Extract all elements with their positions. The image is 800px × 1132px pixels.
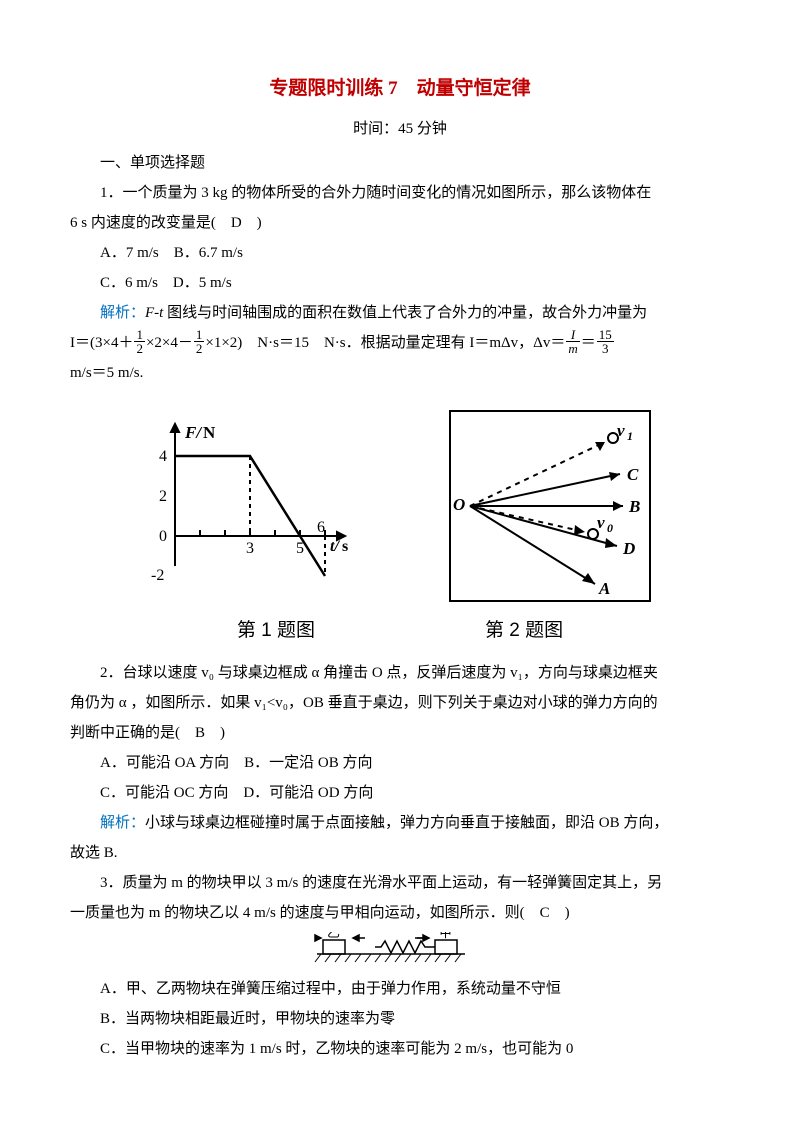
svg-text:t/: t/ — [330, 538, 340, 555]
svg-text:s: s — [342, 538, 348, 555]
svg-text:A: A — [598, 579, 610, 598]
q1-options-ab: A．7 m/s B．6.7 m/s — [70, 238, 730, 268]
svg-text:-2: -2 — [151, 567, 164, 584]
q2-analysis-line1: 解析：小球与球桌边框碰撞时属于点面接触，弹力方向垂直于接触面，即沿 OB 方向， — [70, 808, 730, 838]
q3-line2: 一质量也为 m 的物块乙以 4 m/s 的速度与甲相向运动，如图所示．则( C … — [70, 898, 730, 928]
svg-text:甲: 甲 — [439, 932, 452, 940]
q2-line3: 判断中正确的是( B ) — [70, 718, 730, 748]
svg-text:N: N — [203, 423, 216, 442]
time-label: 时间：45 分钟 — [70, 114, 730, 144]
q1-analysis-line2: I＝(3×4＋12×2×4－12×1×2) N·s＝15 N·s．根据动量定理有… — [70, 328, 730, 358]
q1-analysis-line3: m/s＝5 m/s. — [70, 358, 730, 388]
svg-text:5: 5 — [296, 540, 304, 557]
svg-text:D: D — [622, 539, 635, 558]
q2-line2: 角仍为 α ，如图所示．如果 v₁<v₀，OB 垂直于桌边，则下列关于桌边对小球… — [70, 688, 730, 718]
svg-text:4: 4 — [159, 448, 167, 465]
q2-analysis-line2: 故选 B. — [70, 838, 730, 868]
figure-2: O v1 C B v0 D A — [445, 406, 655, 606]
q1-analysis-text1: 图线与时间轴围成的面积在数值上代表了合外力的冲量，故合外力冲量为 — [163, 305, 647, 321]
svg-text:6: 6 — [317, 519, 325, 536]
q2-line1: 2．台球以速度 v₀ 与球桌边框成 α 角撞击 O 点，反弹后速度为 v₁，方向… — [70, 658, 730, 688]
svg-text:C: C — [627, 465, 639, 484]
q2-options-cd: C．可能沿 OC 方向 D．可能沿 OD 方向 — [70, 778, 730, 808]
svg-text:3: 3 — [246, 540, 254, 557]
svg-text:v: v — [617, 421, 625, 440]
svg-text:乙: 乙 — [327, 932, 340, 940]
q3-opt-b: B．当两物块相距最近时，甲物块的速率为零 — [70, 1004, 730, 1034]
q3-opt-c: C．当甲物块的速率为 1 m/s 时，乙物块的速率可能为 2 m/s，也可能为 … — [70, 1034, 730, 1064]
q1-stem-line2: 6 s 内速度的改变量是( D ) — [70, 208, 730, 238]
svg-text:F/: F/ — [184, 423, 203, 442]
q3-opt-a: A．甲、乙两物块在弹簧压缩过程中，由于弹力作用，系统动量不守恒 — [70, 974, 730, 1004]
q2-analysis-label: 解析： — [100, 815, 145, 831]
fig1-caption: 第 1 题图 — [237, 612, 315, 650]
fig2-caption: 第 2 题图 — [485, 612, 563, 650]
section-a-heading: 一、单项选择题 — [70, 148, 730, 178]
q3-line1: 3．质量为 m 的物块甲以 3 m/s 的速度在光滑水平面上运动，有一轻弹簧固定… — [70, 868, 730, 898]
q1-analysis-line1: 解析：F-t 图线与时间轴围成的面积在数值上代表了合外力的冲量，故合外力冲量为 — [70, 298, 730, 328]
q1-options-cd: C．6 m/s D．5 m/s — [70, 268, 730, 298]
svg-text:v: v — [597, 513, 605, 532]
q1-analysis-label: 解析： — [100, 305, 145, 321]
figures-row: F/N t/s 4 2 0 -2 3 5 6 — [70, 406, 730, 606]
svg-text:1: 1 — [627, 429, 633, 443]
svg-text:2: 2 — [159, 488, 167, 505]
svg-text:0: 0 — [607, 521, 613, 535]
svg-text:O: O — [453, 495, 465, 514]
figure-1: F/N t/s 4 2 0 -2 3 5 6 — [145, 406, 355, 606]
q2-options-ab: A．可能沿 OA 方向 B．一定沿 OB 方向 — [70, 748, 730, 778]
figure-3: 乙 甲 — [70, 932, 730, 970]
q1-stem-line1: 1．一个质量为 3 kg 的物体所受的合外力随时间变化的情况如图所示，那么该物体… — [70, 178, 730, 208]
page-title: 专题限时训练 7 动量守恒定律 — [70, 70, 730, 108]
svg-text:0: 0 — [159, 528, 167, 545]
svg-text:B: B — [628, 497, 640, 516]
